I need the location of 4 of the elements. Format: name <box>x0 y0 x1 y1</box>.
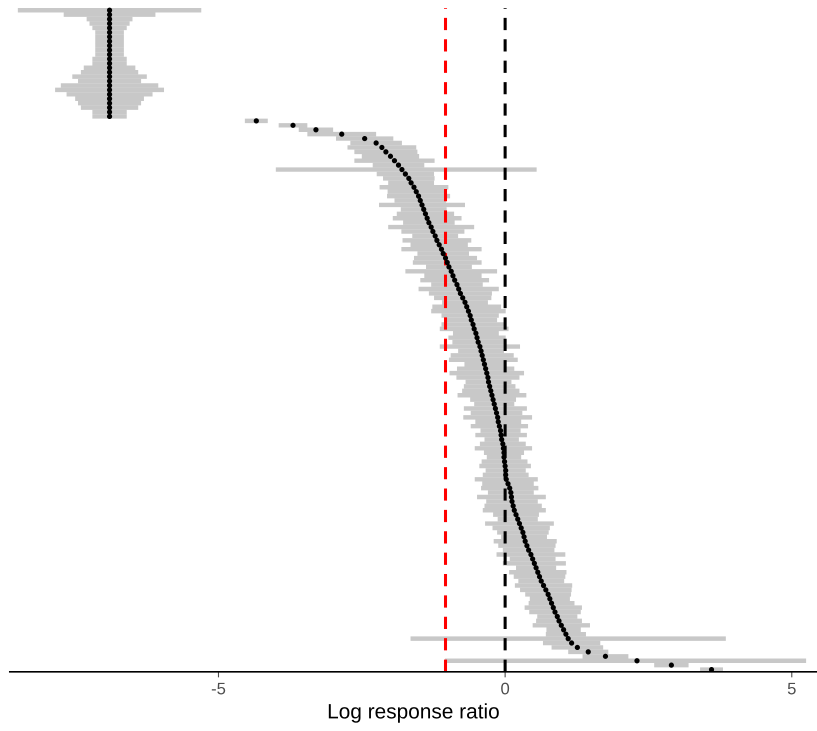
x-axis-title: Log response ratio <box>328 703 499 723</box>
x-tick-label: -5 <box>212 682 226 694</box>
x-tick-label: 5 <box>788 682 796 694</box>
x-tick-label: 0 <box>501 682 510 694</box>
